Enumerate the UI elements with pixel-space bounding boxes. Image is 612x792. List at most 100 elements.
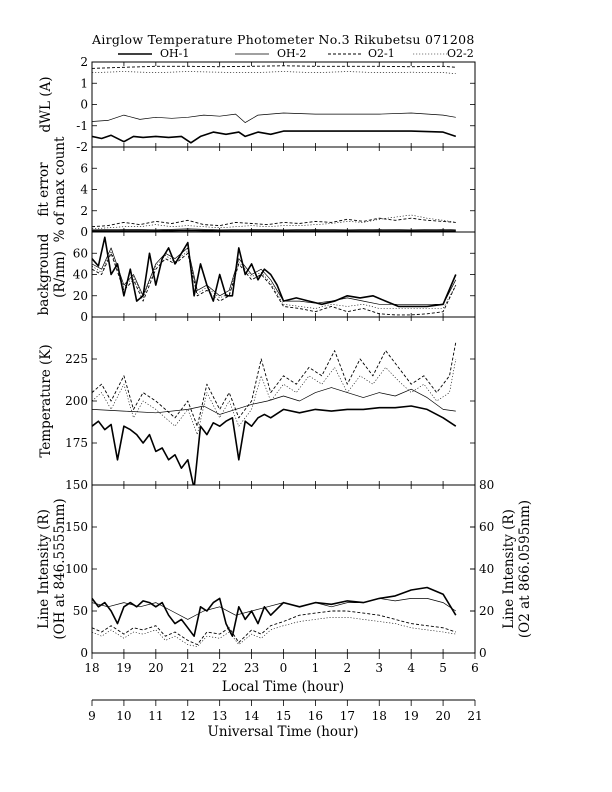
local-time-axis-label: Local Time (hour) (222, 679, 344, 695)
legend-label-oh-1: OH-1 (160, 47, 189, 60)
local-tick-label: 19 (116, 661, 131, 675)
ytick-label-dwl: -2 (76, 140, 88, 154)
ut-tick-label: 19 (404, 709, 419, 723)
ytick-label-temp: 150 (65, 478, 88, 492)
local-tick-label: 3 (375, 661, 383, 675)
series-group-int (92, 586, 457, 648)
panel-frame-temp (91, 316, 476, 486)
ytick-label-bg: 0 (80, 310, 88, 324)
ytick-label-temp: 175 (65, 436, 88, 450)
series-fiterr-o2-1 (92, 217, 456, 228)
ytick-label-fiterr: 2 (80, 204, 88, 218)
series-bg-oh-2 (92, 247, 457, 305)
ytick-label-fiterr: 6 (80, 161, 88, 175)
series-temp-o2-2 (92, 358, 457, 435)
ut-tick-label: 11 (148, 709, 163, 723)
panel-fiterr: 0 2 4 6 fit error% of max count (36, 136, 476, 242)
ut-tick-label: 18 (372, 709, 387, 723)
series-group-fiterr (92, 214, 456, 232)
ytick-label-dwl: 2 (80, 55, 88, 69)
ut-tick-label: 10 (116, 709, 131, 723)
local-tick-label: 5 (439, 661, 447, 675)
series-fiterr-oh-1 (92, 229, 456, 232)
plot-panels: -2 -1 0 1 2 dWL (A) 0 2 4 6 fit error% of max coun… (36, 55, 533, 660)
ytick-label-int: 150 (65, 520, 88, 534)
y-axis-label-2-fiterr: % of max count (52, 136, 68, 242)
series-bg-oh-1 (92, 236, 457, 308)
panel-dwl: -2 -1 0 1 2 dWL (A) (38, 55, 476, 154)
panel-bg: 0 20 40 60 background (R/nm) (36, 231, 476, 324)
ut-tick-label: 12 (180, 709, 195, 723)
legend-label-o2-2: O2-2 (447, 47, 474, 60)
y-axis-label-fiterr: fit error (36, 162, 52, 217)
y-axis-label-bg: background (36, 233, 52, 315)
local-tick-label: 6 (471, 661, 479, 675)
ut-tick-label: 17 (340, 709, 355, 723)
ytick-label-temp: 200 (65, 394, 88, 408)
ytick-label-bg: 60 (73, 246, 88, 260)
series-dwl-oh-2 (92, 112, 456, 123)
legend-label-oh-2: OH-2 (277, 47, 306, 60)
panel-frame-dwl (91, 61, 476, 148)
series-temp-oh-2 (92, 387, 456, 415)
y2tick-label: 60 (479, 520, 494, 534)
y-axis-label-temp: Temperature (K) (38, 344, 54, 457)
legend: OH-1 OH-2 O2-1 O2-2 (118, 47, 474, 60)
y2tick-label: 20 (479, 604, 494, 618)
ytick-label-dwl: 1 (80, 76, 88, 90)
ytick-label-temp: 225 (65, 352, 88, 366)
ytick-label-fiterr: 0 (80, 225, 88, 239)
local-time-axis: 18 19 20 21 22 23 0 1 2 3 4 5 6 (84, 653, 479, 675)
local-tick-label: 22 (212, 661, 227, 675)
series-bg-o2-1 (92, 252, 457, 316)
ut-tick-label: 16 (308, 709, 323, 723)
ut-tick-label: 14 (244, 709, 260, 723)
series-bg-o2-2 (92, 250, 457, 309)
ut-tick-label: 21 (467, 709, 482, 723)
panel-frame-fiterr (91, 146, 476, 233)
series-int-oh-2 (92, 598, 456, 620)
ytick-label-fiterr: 4 (80, 183, 88, 197)
series-temp-o2-1 (92, 342, 457, 427)
y2tick-label: 80 (479, 478, 494, 492)
y-axis-label-int: Line Intensity (R) (36, 509, 52, 629)
ytick-label-int: 50 (73, 604, 88, 618)
local-tick-label: 21 (180, 661, 195, 675)
series-group-bg (92, 236, 457, 316)
ut-tick-label: 9 (88, 709, 96, 723)
series-dwl-o2-2 (92, 71, 456, 74)
y2-axis-label: Line Intensity (R) (501, 509, 517, 629)
ytick-label-bg: 40 (73, 268, 88, 282)
y2tick-label: 0 (479, 646, 487, 660)
series-temp-oh-1 (92, 405, 457, 485)
local-tick-label: 18 (84, 661, 99, 675)
y2-axis-label-2: (O2 at 866.0595nm) (517, 500, 533, 638)
ut-tick-label: 13 (212, 709, 227, 723)
series-group-temp (92, 342, 457, 485)
universal-time-axis-label: Universal Time (hour) (208, 724, 359, 740)
local-tick-label: 23 (244, 661, 259, 675)
ut-tick-label: 20 (435, 709, 450, 723)
local-tick-label: 0 (280, 661, 288, 675)
series-int-o2-1 (92, 610, 456, 646)
series-fiterr-oh-2 (92, 228, 456, 231)
series-fiterr-o2-2 (92, 214, 456, 230)
local-tick-label: 2 (344, 661, 352, 675)
local-tick-label: 4 (407, 661, 415, 675)
series-int-o2-2 (92, 616, 456, 648)
series-group-dwl (92, 65, 457, 144)
ytick-label-dwl: 0 (80, 98, 88, 112)
chart-title: Airglow Temperature Photometer No.3 Riku… (91, 32, 475, 47)
local-tick-label: 1 (312, 661, 320, 675)
ytick-label-int: 100 (65, 562, 88, 576)
ut-tick-label: 15 (276, 709, 291, 723)
panel-temp: 150 175 200 225 Temperature (K) (38, 316, 476, 492)
y-axis-label-dwl: dWL (A) (38, 76, 54, 132)
ytick-label-bg: 20 (73, 289, 88, 303)
series-dwl-oh-1 (92, 130, 457, 144)
y-axis-label-2-bg: (R/nm) (52, 251, 68, 298)
y2tick-label: 40 (479, 562, 494, 576)
y-axis-label-2-int: (OH at 846.5555nm) (52, 498, 68, 639)
